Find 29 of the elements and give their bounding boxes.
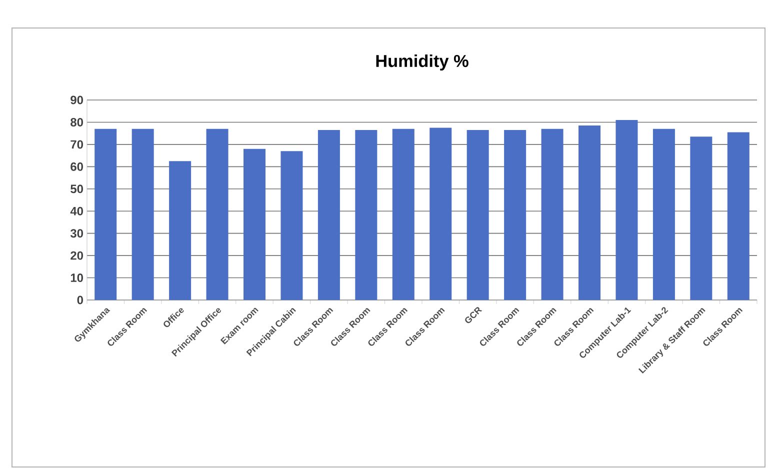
y-tick-label: 80 [70, 118, 83, 126]
y-tick-label: 10 [70, 274, 83, 282]
bar [466, 130, 489, 300]
y-tick-label: 30 [70, 229, 83, 238]
bar [616, 120, 638, 300]
bar [690, 136, 712, 300]
y-tick-label: 60 [70, 162, 83, 171]
bar [504, 130, 526, 300]
bar [280, 151, 303, 300]
bar [392, 128, 414, 300]
y-tick-label: 40 [70, 206, 83, 216]
bar [355, 130, 378, 300]
bar [578, 126, 601, 300]
chart-title: Humidity % [376, 54, 468, 71]
bar [244, 148, 266, 300]
y-tick-label: 70 [70, 140, 83, 149]
bar [727, 132, 750, 300]
y-tick-label: 0 [77, 296, 83, 304]
bar [430, 128, 452, 300]
bar [132, 128, 154, 300]
bar [318, 130, 340, 300]
y-tick-label: 20 [70, 251, 83, 260]
bar [169, 161, 192, 300]
bar [541, 128, 564, 300]
bar [94, 128, 117, 300]
bar [206, 128, 228, 300]
y-tick-label: 90 [70, 96, 83, 104]
bar [652, 128, 675, 300]
y-tick-label: 50 [70, 184, 83, 194]
